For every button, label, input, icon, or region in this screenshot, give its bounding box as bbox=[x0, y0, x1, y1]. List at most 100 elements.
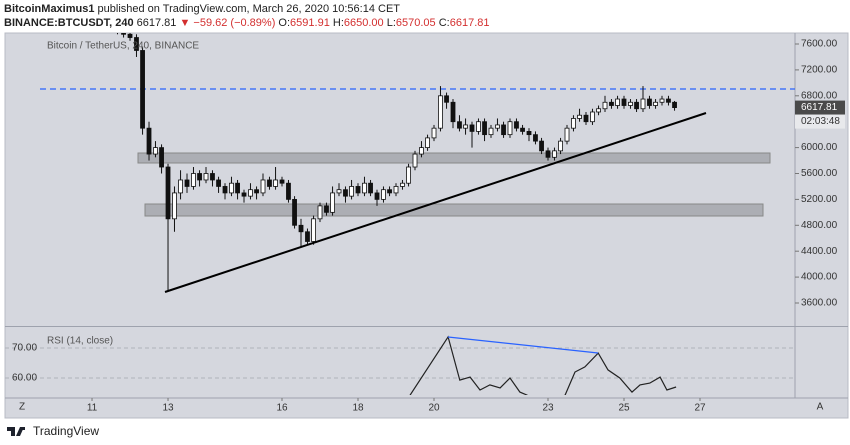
change: ▼ −59.62 (−0.89%) bbox=[179, 17, 276, 29]
candle-body bbox=[393, 186, 399, 194]
y-tick-label: 3600.00 bbox=[801, 298, 838, 309]
rsi-tick-label: 70.00 bbox=[12, 343, 37, 354]
candle-body bbox=[520, 127, 525, 132]
ohlc-value: 6650.00 bbox=[343, 17, 384, 29]
candle-body bbox=[406, 166, 411, 184]
candle-body bbox=[533, 134, 538, 142]
ohlc-value: 6617.81 bbox=[449, 17, 490, 29]
y-tick-label: 4800.00 bbox=[801, 220, 838, 231]
ohlc-label: O: bbox=[278, 17, 291, 29]
candle-body bbox=[539, 140, 544, 152]
support-zone bbox=[137, 152, 771, 164]
candle-body bbox=[577, 114, 582, 119]
candle-body bbox=[324, 205, 329, 213]
y-tick-label: 4000.00 bbox=[801, 272, 838, 283]
candle-body bbox=[279, 179, 285, 184]
footer: TradingView bbox=[6, 424, 99, 438]
candle-body bbox=[381, 189, 386, 200]
candle-body bbox=[634, 101, 639, 110]
candle-body bbox=[146, 127, 152, 155]
candle-body bbox=[203, 173, 209, 181]
candle-body bbox=[336, 189, 342, 194]
rsi-title: RSI (14, close) bbox=[47, 336, 113, 347]
candle-body bbox=[330, 192, 335, 213]
candle-body bbox=[495, 124, 500, 129]
candle-body bbox=[615, 98, 620, 106]
trend-line bbox=[164, 112, 707, 293]
candle-body bbox=[438, 95, 443, 129]
x-tick-label: 13 bbox=[162, 403, 174, 414]
zoom-button[interactable]: Z bbox=[19, 402, 25, 413]
candle-body bbox=[558, 140, 563, 152]
ohlc-value: 6570.05 bbox=[395, 17, 436, 29]
candle-body bbox=[368, 182, 373, 194]
x-tick-label: 23 bbox=[542, 403, 554, 414]
ohlc-label: C: bbox=[438, 17, 450, 29]
rsi-tick-label: 60.00 bbox=[12, 373, 37, 384]
candle-body bbox=[210, 173, 215, 181]
x-tick-label: 27 bbox=[694, 403, 706, 414]
x-tick-label: 11 bbox=[87, 403, 98, 414]
candle-body bbox=[609, 101, 614, 106]
candle-body bbox=[229, 182, 234, 194]
candle-body bbox=[666, 98, 671, 103]
candle-body bbox=[159, 147, 164, 168]
candle-body bbox=[115, 28, 119, 31]
candle-body bbox=[191, 173, 196, 187]
candle-body bbox=[305, 231, 310, 242]
candle-body bbox=[463, 124, 468, 129]
brand[interactable]: TradingView bbox=[33, 424, 100, 438]
y-tick-label: 7200.00 bbox=[801, 65, 838, 76]
candle-body bbox=[317, 205, 323, 220]
candle-body bbox=[260, 179, 266, 194]
candle-body bbox=[450, 101, 456, 123]
candle-body bbox=[134, 37, 139, 51]
candle-body bbox=[153, 147, 158, 155]
candle-body bbox=[583, 114, 589, 123]
candle-body bbox=[362, 182, 367, 194]
divergence-line bbox=[447, 336, 599, 354]
candle-body bbox=[184, 179, 190, 187]
candle-body bbox=[514, 121, 519, 129]
rsi-pane bbox=[5, 335, 795, 395]
countdown-label: 02:03:48 bbox=[801, 116, 840, 127]
chart-background bbox=[4, 32, 849, 419]
candle-body bbox=[197, 173, 202, 181]
ohlc-label: L: bbox=[386, 17, 396, 29]
candle-body bbox=[311, 218, 316, 242]
candle-body bbox=[628, 101, 633, 106]
candle-body bbox=[292, 198, 297, 226]
candle-body bbox=[165, 166, 171, 220]
last-price-badge bbox=[795, 100, 845, 115]
candle-body bbox=[469, 124, 475, 132]
candle-body bbox=[602, 101, 608, 110]
candle-body bbox=[501, 124, 506, 136]
candle-body bbox=[571, 118, 576, 129]
candle-body bbox=[109, 25, 113, 28]
logo bbox=[7, 427, 25, 436]
candle-body bbox=[596, 108, 601, 113]
y-tick-label: 6800.00 bbox=[801, 90, 838, 101]
candle-body bbox=[286, 182, 291, 200]
candle-body bbox=[412, 153, 418, 168]
candle-body bbox=[254, 189, 259, 194]
countdown-badge bbox=[795, 114, 845, 129]
chart-title: Bitcoin / TetherUS, 240, BINANCE bbox=[47, 41, 199, 52]
candle-body bbox=[121, 33, 126, 35]
candle-body bbox=[425, 137, 430, 148]
author[interactable]: BitcoinMaximus1 bbox=[4, 3, 95, 15]
candle-body bbox=[140, 50, 145, 129]
y-tick-label: 4400.00 bbox=[801, 246, 838, 257]
candle-body bbox=[273, 179, 278, 187]
y-tick-label: 5200.00 bbox=[801, 194, 838, 205]
candle-body bbox=[444, 95, 449, 103]
candle-body bbox=[298, 224, 304, 233]
candle-body bbox=[267, 179, 272, 187]
ohlc-value: 6591.91 bbox=[290, 17, 330, 29]
candle-body bbox=[178, 179, 183, 194]
x-tick-label: 18 bbox=[352, 403, 364, 414]
x-tick-label: 20 bbox=[428, 403, 440, 414]
auto-scale-button[interactable]: A bbox=[817, 402, 824, 413]
candle-body bbox=[564, 127, 570, 142]
